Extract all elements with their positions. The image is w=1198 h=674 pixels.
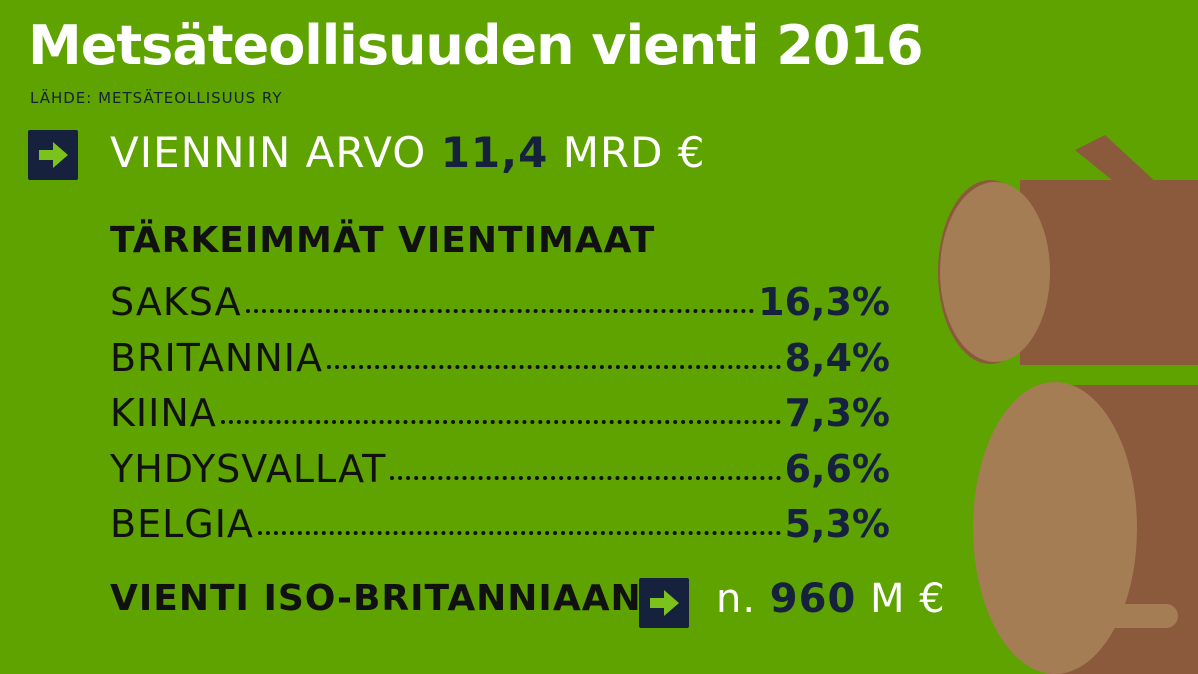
list-item: YHDYSVALLAT 6,6% — [110, 447, 890, 503]
list-item: BELGIA 5,3% — [110, 502, 890, 558]
country-share: 8,4% — [784, 335, 890, 380]
dot-leader — [390, 475, 781, 480]
log-illustration — [938, 135, 1198, 674]
list-item: KIINA 7,3% — [110, 391, 890, 447]
arrow-right-icon — [639, 578, 689, 628]
dot-leader — [327, 364, 781, 369]
page-title: Metsäteollisuuden vienti 2016 — [28, 14, 924, 77]
country-share: 16,3% — [758, 280, 890, 324]
export-value-unit: MRD € — [562, 128, 706, 177]
export-value: VIENNIN ARVO 11,4 MRD € — [110, 128, 706, 177]
list-item: SAKSA 16,3% — [110, 280, 890, 336]
country-share: 5,3% — [784, 502, 890, 546]
export-value-prefix: VIENNIN ARVO — [110, 128, 427, 177]
country-name: BELGIA — [110, 502, 254, 546]
dot-leader — [257, 531, 781, 535]
export-value-number: 11,4 — [440, 128, 549, 177]
country-list: SAKSA 16,3% BRITANNIA 8,4% KIINA 7,3% YH… — [110, 280, 890, 558]
country-share: 7,3% — [784, 391, 890, 435]
country-share: 6,6% — [784, 446, 890, 491]
country-name: KIINA — [110, 391, 217, 435]
uk-export-unit: M € — [870, 576, 946, 622]
uk-export-number: 960 — [769, 576, 857, 622]
dot-leader — [245, 309, 755, 313]
dot-leader — [220, 420, 781, 424]
country-name: SAKSA — [110, 280, 242, 324]
source-note: LÄHDE: METSÄTEOLLISUUS RY — [30, 89, 283, 107]
list-item: BRITANNIA 8,4% — [110, 336, 890, 392]
uk-export-prefix: n. — [716, 576, 757, 622]
country-name: YHDYSVALLAT — [110, 446, 387, 491]
country-name: BRITANNIA — [110, 335, 323, 380]
uk-export-label: VIENTI ISO-BRITANNIAAN — [110, 578, 642, 619]
arrow-right-icon — [28, 130, 78, 180]
uk-export-value: n. 960 M € — [716, 576, 946, 622]
countries-heading: TÄRKEIMMÄT VIENTIMAAT — [110, 220, 656, 261]
